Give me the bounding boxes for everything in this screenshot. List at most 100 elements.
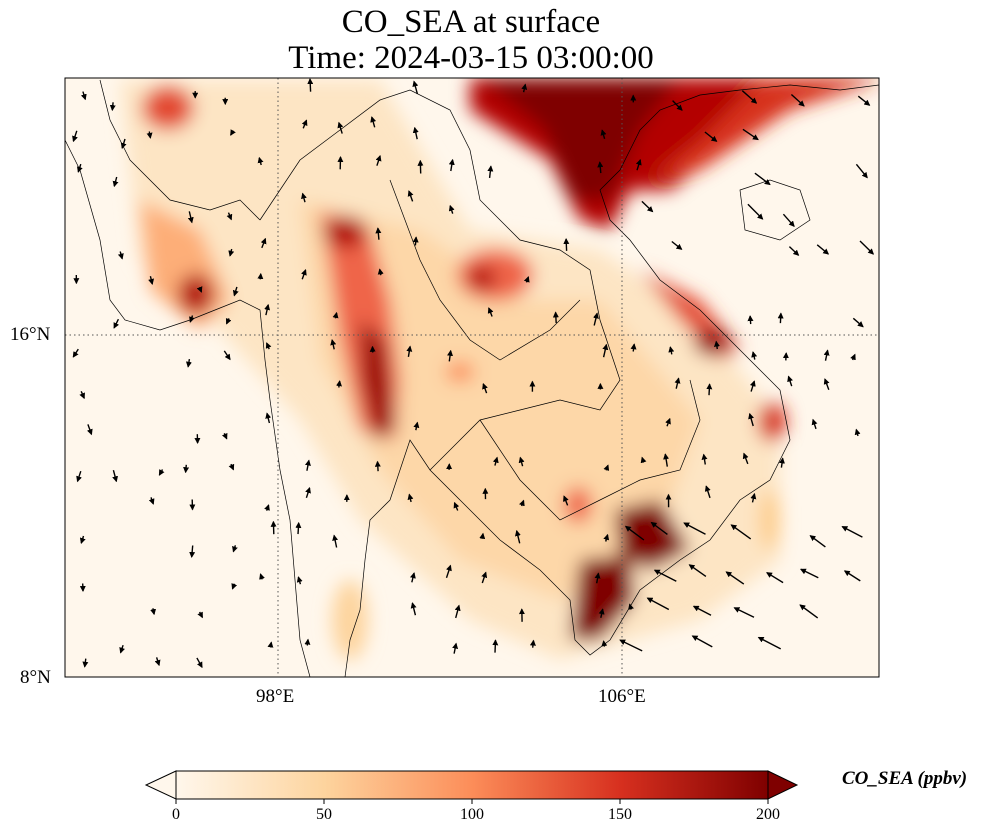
wind-arrow — [337, 121, 344, 134]
wind-arrow — [304, 638, 311, 646]
wind-arrow — [602, 343, 609, 358]
wind-arrow — [747, 315, 754, 325]
wind-arrow — [751, 351, 758, 360]
wind-arrow — [790, 93, 805, 107]
wind-arrow — [630, 343, 637, 352]
wind-arrow — [603, 464, 610, 472]
wind-arrow — [733, 607, 755, 618]
wind-arrow — [407, 493, 414, 503]
colorbar-gradient — [176, 771, 768, 799]
colorbar-tick-label: 50 — [316, 806, 332, 823]
wind-arrow — [445, 564, 452, 579]
wind-arrow — [196, 286, 203, 293]
wind-arrow — [72, 130, 78, 143]
wind-arrow — [221, 432, 228, 440]
wind-arrow — [113, 318, 120, 329]
wind-arrow — [742, 452, 749, 465]
wind-arrow — [823, 378, 830, 390]
wind-arrow — [226, 212, 233, 221]
colorbar-tick-label: 100 — [460, 806, 484, 823]
wind-arrow — [779, 457, 785, 468]
wind-arrow — [305, 486, 311, 499]
lon-tick-label: 98°E — [256, 686, 295, 707]
wind-arrow — [259, 573, 265, 580]
wind-arrow — [148, 276, 155, 285]
wind-arrow — [692, 605, 712, 616]
wind-arrow — [671, 240, 683, 250]
wind-arrow — [594, 572, 601, 584]
gridlines — [65, 78, 879, 677]
wind-arrow — [112, 470, 118, 483]
wind-arrow — [788, 246, 800, 256]
wind-arrow — [619, 639, 643, 652]
wind-arrow — [653, 569, 677, 582]
wind-arrow — [741, 90, 758, 104]
wind-arrow — [487, 165, 494, 178]
wind-arrow — [187, 211, 194, 224]
wind-arrow — [406, 345, 413, 358]
wind-arrow — [76, 163, 83, 173]
wind-arrow — [777, 312, 784, 324]
wind-arrow — [230, 129, 236, 136]
wind-arrow — [189, 545, 196, 558]
wind-arrow — [854, 428, 861, 437]
wind-arrow — [523, 276, 530, 283]
wind-arrow — [674, 377, 681, 389]
wind-arrow — [766, 572, 784, 584]
map-title: CO_SEA at surface — [341, 4, 601, 40]
wind-arrow — [305, 459, 311, 471]
wind-arrow — [267, 641, 274, 648]
wind-arrow — [231, 583, 238, 590]
wind-arrow — [377, 268, 384, 276]
wind-arrow — [150, 608, 157, 616]
wind-arrow — [514, 529, 521, 544]
colorbar-tick-label: 150 — [608, 806, 632, 823]
wind-arrow — [749, 380, 756, 392]
wind-arrow — [413, 421, 420, 431]
wind-arrow — [529, 639, 536, 648]
wind-arrow — [519, 499, 525, 507]
wind-arrow — [816, 244, 830, 255]
wind-arrow — [663, 453, 670, 467]
wind-arrow — [375, 227, 382, 240]
wind-arrow — [412, 126, 419, 140]
wind-arrow — [86, 424, 93, 436]
wind-arrow — [563, 495, 569, 506]
wind-arrow — [79, 535, 86, 545]
wind-arrow — [750, 492, 757, 503]
wind-arrow — [232, 286, 239, 297]
wind-arrow — [646, 597, 670, 611]
colorbar-tick-label: 0 — [172, 806, 180, 823]
wind-arrow — [148, 497, 155, 505]
wind-arrow — [782, 213, 795, 228]
wind-arrow — [407, 190, 414, 202]
wind-arrow — [691, 635, 713, 648]
lat-tick-label: 8°N — [20, 667, 51, 688]
wind-arrow — [487, 307, 494, 317]
wind-arrow — [598, 608, 605, 618]
wind-arrow — [375, 154, 382, 166]
wind-arrow — [453, 501, 460, 511]
colorbar — [144, 770, 799, 804]
wind-arrow — [120, 138, 127, 150]
wind-arrow — [257, 156, 264, 166]
wind-arrow — [189, 315, 195, 323]
colorbar-tick-label: 200 — [756, 806, 780, 823]
wind-arrow — [330, 339, 337, 350]
wind-arrow — [668, 346, 675, 355]
wind-arrow — [109, 102, 116, 112]
wind-arrow — [492, 639, 499, 653]
map-panel — [65, 78, 879, 677]
wind-arrow — [811, 418, 818, 430]
wind-arrow — [301, 269, 307, 280]
wind-arrow — [185, 358, 192, 368]
wind-arrow — [228, 248, 235, 257]
wind-arrow — [787, 375, 793, 387]
wind-arrow — [112, 176, 119, 188]
wind-arrow — [725, 571, 745, 585]
wind-arrow — [521, 83, 528, 93]
colorbar-extend-low — [144, 770, 177, 800]
wind-arrow — [600, 129, 607, 139]
wind-arrow — [295, 521, 302, 535]
wind-arrow — [747, 203, 764, 220]
